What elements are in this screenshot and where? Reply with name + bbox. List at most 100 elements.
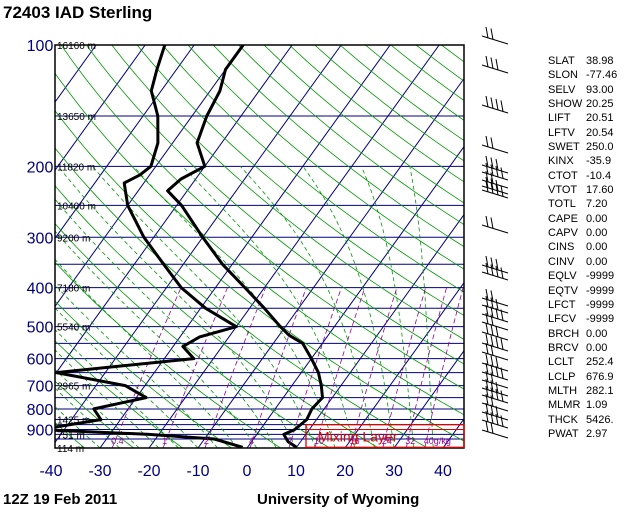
stat-label: EQTV [548, 284, 578, 297]
mixing-ratio-line [162, 287, 228, 448]
wind-barb [490, 387, 494, 399]
stat-value: 252.4 [586, 356, 614, 369]
source-label: University of Wyoming [257, 491, 420, 508]
wind-barb [490, 372, 494, 384]
wind-barb [500, 267, 504, 279]
stat-label: BRCH [548, 327, 580, 340]
mixing-ratio-label: 7 [288, 436, 293, 446]
wind-barb [490, 335, 494, 347]
wind-barb [485, 420, 489, 433]
stat-value: 0.00 [586, 227, 608, 240]
wind-barb [485, 393, 489, 406]
pressure-label: 800 [27, 402, 54, 419]
stat-row: CINS 0.00 [548, 240, 630, 254]
stat-row: CINV 0.00 [548, 255, 630, 269]
stat-label: CTOT [548, 169, 578, 182]
wind-barb [490, 314, 494, 326]
stat-value: -9999 [586, 298, 615, 311]
wind-barb [485, 304, 489, 317]
isotherm-line [393, 349, 464, 448]
wind-barb [481, 189, 509, 199]
stat-label: MLTH [548, 384, 578, 397]
wind-barb [495, 265, 499, 278]
stat-row: MLTH 282.1 [548, 384, 630, 398]
isotherm-line [55, 45, 146, 172]
wind-barb [495, 365, 499, 378]
wind-barb [490, 178, 494, 190]
wind-barb [485, 170, 489, 183]
wind-barb [490, 217, 494, 229]
wind-barb [495, 413, 499, 426]
wind-barb [500, 390, 504, 402]
height-label: 114 m [57, 444, 84, 455]
wind-barb [490, 297, 494, 309]
stat-label: KINX [548, 155, 574, 168]
mixing-ratio-line [405, 287, 447, 448]
wind-barb [485, 353, 489, 366]
wind-barb [481, 297, 509, 307]
stat-label: SLAT [548, 55, 575, 67]
wind-barb [481, 224, 509, 234]
wind-barb [485, 385, 489, 398]
stat-value: -9999 [586, 313, 615, 326]
stat-row: MLMR 1.09 [548, 398, 630, 412]
wind-barb [490, 97, 494, 109]
stat-row: SELV 93.00 [548, 83, 630, 97]
height-label: 5540 m [57, 323, 90, 334]
dewpoint-trace [55, 45, 244, 448]
wind-barb [481, 429, 509, 439]
mixing-ratio-label: 1 [162, 436, 167, 446]
stat-value: 250.0 [586, 141, 614, 154]
wind-barb [495, 179, 499, 192]
station-title: 72403 IAD Sterling [3, 3, 153, 22]
stat-value: 0.00 [586, 212, 608, 225]
wind-barb [490, 257, 494, 269]
moist-adiabat [55, 258, 238, 448]
wind-barb [481, 351, 509, 361]
height-label: 13650 m [57, 112, 96, 123]
temperature-tick-label: -40 [39, 463, 62, 480]
wind-barb [485, 176, 489, 189]
wind-barb [500, 338, 504, 350]
isotherm-line [344, 281, 464, 448]
wind-barb [485, 295, 489, 308]
stat-row: THCK 5426. [548, 413, 630, 427]
stability-indices: SLAT 38.98 SLON -77.46 SELV 93.00 SHOW 20.25 LIF… [548, 54, 630, 441]
wind-barb [490, 422, 494, 434]
temperature-tick-label: 30 [385, 463, 403, 480]
wind-barb [495, 307, 499, 320]
stat-value: -10.4 [586, 169, 612, 182]
wind-barb [485, 322, 489, 335]
wind-barb [490, 137, 494, 149]
stat-row: LCLP 676.9 [548, 370, 630, 384]
stat-label: CINV [548, 255, 575, 268]
wind-barb [485, 362, 489, 375]
wind-barb [490, 364, 494, 376]
mixing-ratio-line [204, 287, 266, 448]
stat-row: VTOT 17.60 [548, 183, 630, 197]
stat-row: SLAT 38.98 [548, 54, 630, 68]
temperature-tick-label: -30 [88, 463, 111, 480]
stat-label: SWET [548, 141, 580, 154]
temperature-tick-label: 10 [287, 463, 305, 480]
pressure-label: 100 [27, 38, 54, 55]
mixing-layer-label: Mixing Layer [318, 429, 398, 445]
stat-label: LCLP [548, 370, 576, 383]
wind-barb [485, 402, 489, 415]
moist-adiabat [409, 166, 434, 448]
dry-adiabat [162, 45, 464, 293]
mixing-ratio-label: 0.4 [111, 436, 124, 446]
wind-barb [485, 55, 489, 68]
stat-value: 20.25 [586, 98, 614, 111]
wind-barb [481, 35, 509, 45]
wind-barb [495, 98, 499, 111]
wind-barb [490, 172, 494, 184]
wind-barb [485, 342, 489, 355]
moist-adiabat [240, 166, 375, 448]
dry-adiabat [55, 185, 379, 448]
wind-barb [500, 415, 504, 427]
moist-adiabat [182, 166, 356, 448]
timestamp: 12Z 19 Feb 2011 [3, 491, 118, 508]
isotherm-line [197, 77, 464, 448]
height-label: 2965 m [57, 382, 90, 393]
